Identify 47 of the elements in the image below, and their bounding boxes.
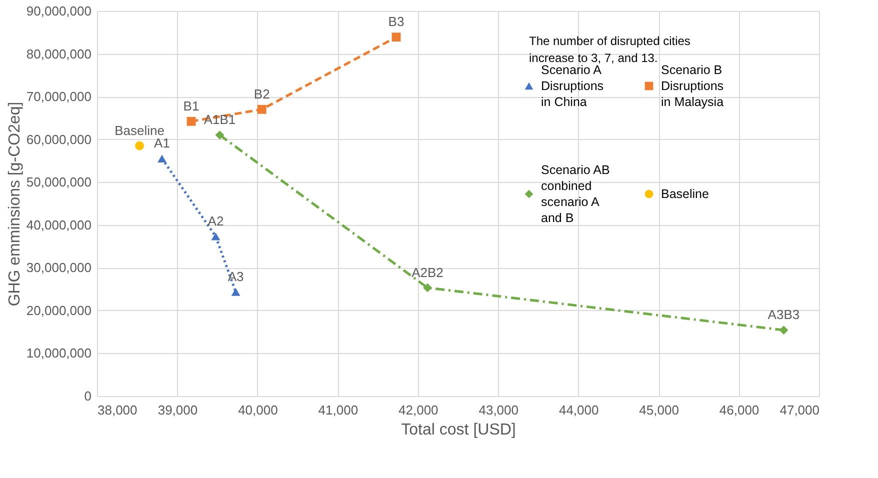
- legend-label: Scenario AB conbined scenario A and B: [541, 163, 610, 225]
- x-tick-label: 45,000: [639, 402, 679, 418]
- annotation: A1B1: [204, 112, 236, 128]
- y-tick-label: 40,000,000: [26, 217, 92, 232]
- point: [158, 154, 166, 162]
- point: [231, 288, 240, 296]
- annotation: A1: [154, 136, 170, 151]
- point: [392, 32, 401, 42]
- legend-label: Scenario B Disruptions in Malaysia: [661, 63, 724, 109]
- x-tick-label: 47,000: [780, 402, 820, 418]
- y-tick-label: 0: [84, 388, 92, 404]
- x-tick-label: 40,000: [238, 402, 278, 418]
- x-tick-label: 39,000: [158, 402, 198, 418]
- point: [135, 141, 144, 150]
- annotation: Baseline: [114, 122, 164, 138]
- x-tick-label: 42,000: [398, 402, 438, 418]
- point: [779, 326, 788, 335]
- annotation: A2: [208, 213, 224, 228]
- legend-label: Baseline: [661, 187, 709, 201]
- x-axis-title: Total cost [USD]: [401, 422, 516, 438]
- point: [257, 104, 266, 114]
- point: [186, 116, 196, 126]
- x-tick-label: 43,000: [478, 402, 518, 418]
- x-tick-label: 38,000: [98, 402, 138, 418]
- y-tick-label: 10,000,000: [26, 346, 92, 361]
- annotation: The number of disrupted cities increase to 3, 7, and 13.: [529, 34, 690, 65]
- x-tick-label: 46,000: [719, 402, 760, 418]
- y-tick-label: 30,000,000: [26, 260, 92, 276]
- point: [211, 232, 220, 240]
- y-axis-title: GHG emminsions [g-CO2eq]: [6, 102, 24, 306]
- annotation: B1: [183, 98, 200, 114]
- y-tick-label: 90,000,000: [26, 4, 92, 18]
- annotation: A3: [228, 269, 244, 284]
- x-tick-label: 41,000: [318, 402, 358, 418]
- y-tick-label: 60,000,000: [26, 132, 92, 147]
- y-tick-label: 80,000,000: [26, 46, 92, 62]
- annotation: B3: [388, 14, 404, 30]
- y-tick-label: 50,000,000: [26, 174, 92, 190]
- annotation: A2B2: [412, 264, 444, 280]
- point: [423, 283, 432, 292]
- annotation: B2: [254, 86, 270, 102]
- y-tick-label: 70,000,000: [26, 89, 92, 104]
- annotation: A3B3: [768, 307, 800, 322]
- legend-label: Scenario A Disruptions in China: [541, 63, 604, 109]
- x-tick-label: 44,000: [558, 402, 599, 418]
- y-tick-label: 20,000,000: [26, 302, 92, 318]
- point: [215, 130, 224, 140]
